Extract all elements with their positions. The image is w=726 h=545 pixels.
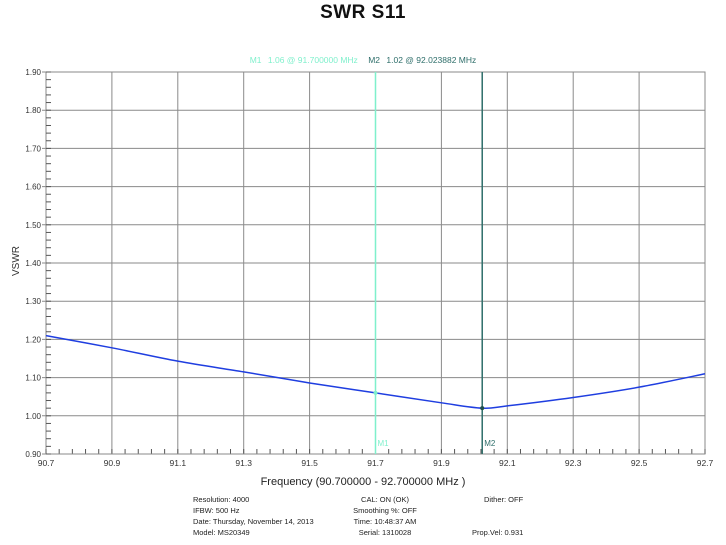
smoothing-text: Smoothing %: OFF <box>353 506 417 515</box>
marker-readout: M1 1.06 @ 91.700000 MHz M2 1.02 @ 92.023… <box>0 55 726 65</box>
prop-vel-text: Prop.Vel: 0.931 <box>472 528 524 537</box>
dither-text: Dither: OFF <box>484 495 524 504</box>
footer-dither: Dither: OFF <box>484 494 523 505</box>
y-tick-label: 0.90 <box>25 450 41 459</box>
model-text: Model: MS20349 <box>193 528 250 537</box>
footer-middle: CAL: ON (OK) Smoothing %: OFF Time: 10:4… <box>330 494 440 538</box>
serial-text: Serial: 1310028 <box>358 528 412 537</box>
y-tick-label: 1.20 <box>25 335 41 344</box>
x-axis-label: Frequency (90.700000 - 92.700000 MHz ) <box>260 476 466 488</box>
m2-readout: M2 1.02 @ 92.023882 MHz <box>366 55 478 65</box>
y-tick-label: 1.50 <box>25 221 41 230</box>
y-tick-label: 1.80 <box>25 106 41 115</box>
date-text: Date: Thursday, November 14, 2013 <box>193 517 314 526</box>
chart-title: SWR S11 <box>320 2 406 23</box>
x-tick-label: 92.3 <box>565 458 582 468</box>
m1-readout: M1 1.06 @ 91.700000 MHz <box>248 55 362 65</box>
x-tick-label: 91.1 <box>170 458 187 468</box>
marker-label-m2: M2 <box>484 439 496 448</box>
m2-value: 1.02 @ 92.023882 MHz <box>386 55 477 65</box>
ifbw-text: IFBW: 500 Hz <box>193 506 240 515</box>
vswr-trace <box>45 334 706 410</box>
marker-point-m1 <box>373 390 378 395</box>
time-text: Time: 10:48:37 AM <box>353 517 417 526</box>
y-axis-label: VSWR <box>11 246 22 276</box>
x-tick-label: 92.7 <box>697 458 714 468</box>
cal-text: CAL: ON (OK) <box>361 495 409 504</box>
marker-label-m1: M1 <box>378 439 390 448</box>
x-tick-label: 91.7 <box>367 458 384 468</box>
m1-name: M1 <box>249 55 262 65</box>
m1-value: 1.06 @ 91.700000 MHz <box>267 55 358 65</box>
m2-name: M2 <box>368 55 380 65</box>
x-tick-label: 91.5 <box>301 458 318 468</box>
y-tick-label: 1.10 <box>25 374 41 383</box>
y-tick-label: 1.90 <box>25 68 41 77</box>
y-tick-label: 1.40 <box>25 259 41 268</box>
x-tick-label: 92.5 <box>631 458 648 468</box>
x-tick-label: 91.9 <box>433 458 450 468</box>
x-tick-label: 90.9 <box>104 458 121 468</box>
x-tick-label: 91.3 <box>235 458 252 468</box>
y-tick-label: 1.60 <box>25 183 41 192</box>
resolution-text: Resolution: 4000 <box>193 495 250 504</box>
y-tick-label: 1.30 <box>25 297 41 306</box>
x-tick-label: 90.7 <box>38 458 55 468</box>
footer-left: Resolution: 4000 IFBW: 500 Hz Date: Thur… <box>193 494 314 538</box>
y-tick-label: 1.70 <box>25 144 41 153</box>
marker-point-m2 <box>480 406 485 411</box>
x-tick-label: 92.1 <box>499 458 516 468</box>
y-tick-label: 1.00 <box>25 412 41 421</box>
footer-propvel: Prop.Vel: 0.931 <box>472 527 523 538</box>
